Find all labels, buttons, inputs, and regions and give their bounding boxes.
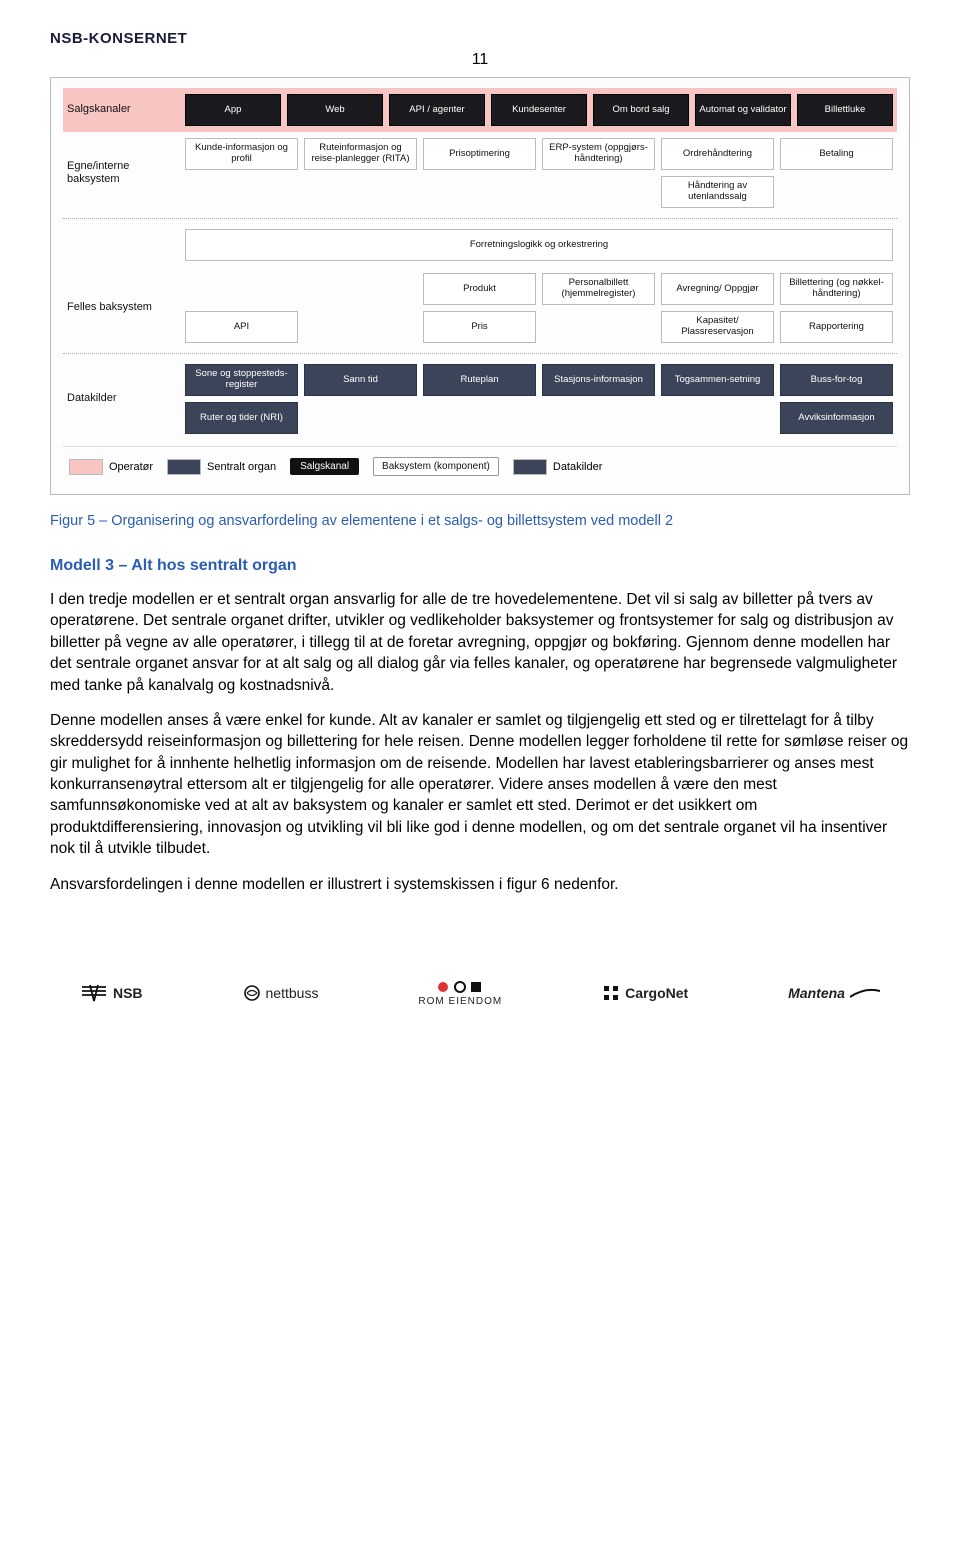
logo-rom-text: ROM EIENDOM: [418, 996, 502, 1007]
cell-ombord: Om bord salg: [593, 94, 689, 126]
diagram-legend: Operatør Sentralt organ Salgskanal Baksy…: [63, 446, 897, 480]
cell-kundesenter: Kundesenter: [491, 94, 587, 126]
rom-icon: [435, 979, 485, 995]
cell-web: Web: [287, 94, 383, 126]
cell-ruteinfo: Ruteinformasjon og reise-planlegger (RIT…: [304, 138, 417, 170]
logo-nsb-text: NSB: [113, 985, 143, 1001]
legend-salgskanal: Salgskanal: [290, 458, 359, 475]
footer-logos: NSB nettbuss ROM EIENDOM CargoNet Manten…: [0, 939, 960, 1027]
cell-automat: Automat og validator: [695, 94, 791, 126]
row-forretningslogikk: Forretningslogikk og orkestrering: [63, 223, 897, 267]
architecture-diagram: Salgskanaler App Web API / agenter Kunde…: [50, 77, 910, 495]
legend-sentralt: Sentralt organ: [167, 459, 276, 475]
cell-avregning: Avregning/ Oppgjør: [661, 273, 774, 305]
cell-kapasitet: Kapasitet/ Plassreservasjon: [661, 311, 774, 343]
row-datakilder: Datakilder Sone og stoppesteds-register …: [63, 358, 897, 440]
cell-produkt: Produkt: [423, 273, 536, 305]
cell-bussfortog: Buss-for-tog: [780, 364, 893, 396]
cell-kundeinfo: Kunde-informasjon og profil: [185, 138, 298, 170]
section-heading: Modell 3 – Alt hos sentralt organ: [50, 557, 910, 575]
cell-betaling: Betaling: [780, 138, 893, 170]
cell-forretningslogikk: Forretningslogikk og orkestrering: [185, 229, 893, 261]
cell-api-agenter: API / agenter: [389, 94, 485, 126]
brand-logo: NSB-KONSERNET: [50, 30, 910, 47]
nettbuss-icon: [243, 984, 261, 1002]
row-salgskanaler: Salgskanaler App Web API / agenter Kunde…: [63, 88, 897, 132]
legend-salgskanal-label: Salgskanal: [290, 458, 359, 475]
cell-billettluke: Billettluke: [797, 94, 893, 126]
legend-operator-label: Operatør: [109, 461, 153, 473]
cell-ordre: Ordrehåndtering: [661, 138, 774, 170]
logo-nettbuss: nettbuss: [243, 984, 319, 1002]
cell-togsammen: Togsammen-setning: [661, 364, 774, 396]
logo-cargonet-text: CargoNet: [625, 985, 688, 1001]
cell-erp: ERP-system (oppgjørs-håndtering): [542, 138, 655, 170]
cell-app: App: [185, 94, 281, 126]
cell-rapportering: Rapportering: [780, 311, 893, 343]
logo-mantena-text: Mantena: [788, 985, 845, 1001]
cargonet-icon: [602, 984, 620, 1002]
logo-nsb: NSB: [80, 981, 143, 1005]
row-label-salgskanaler: Salgskanaler: [67, 103, 177, 116]
logo-rom: ROM EIENDOM: [418, 979, 502, 1007]
paragraph-2: Denne modellen anses å være enkel for ku…: [50, 710, 910, 860]
cell-ruter-nri: Ruter og tider (NRI): [185, 402, 298, 434]
cell-pris: Pris: [423, 311, 536, 343]
cell-stasjonsinfo: Stasjons-informasjon: [542, 364, 655, 396]
logo-mantena: Mantena: [788, 985, 880, 1001]
cell-personalbillett: Personalbillett (hjemmelregister): [542, 273, 655, 305]
body-text: I den tredje modellen er et sentralt org…: [50, 589, 910, 895]
divider: [63, 353, 897, 354]
row-felles-baksystem: Felles baksystem Produkt Personalbillett…: [63, 267, 897, 349]
legend-datakilder: Datakilder: [513, 459, 603, 475]
cell-utenlandssalg: Håndtering av utenlandssalg: [661, 176, 774, 208]
cell-sanntid: Sann tid: [304, 364, 417, 396]
paragraph-1: I den tredje modellen er et sentralt org…: [50, 589, 910, 696]
logo-cargonet: CargoNet: [602, 984, 688, 1002]
legend-baksystem-label: Baksystem (komponent): [373, 457, 499, 476]
mantena-icon: [850, 987, 880, 999]
paragraph-3: Ansvarsfordelingen i denne modellen er i…: [50, 874, 910, 895]
legend-operator: Operatør: [69, 459, 153, 475]
cell-avviksinfo: Avviksinformasjon: [780, 402, 893, 434]
cell-prisopt: Prisoptimering: [423, 138, 536, 170]
cell-ruteplan: Ruteplan: [423, 364, 536, 396]
cell-sone: Sone og stoppesteds-register: [185, 364, 298, 396]
row-egne-baksystem: Egne/interne baksystem Kunde-informasjon…: [63, 132, 897, 214]
cell-api: API: [185, 311, 298, 343]
row-label-datakilder: Datakilder: [67, 392, 177, 405]
page-number: 11: [50, 51, 910, 69]
legend-sentralt-label: Sentralt organ: [207, 461, 276, 473]
legend-datakilder-label: Datakilder: [553, 461, 603, 473]
cell-billettering: Billettering (og nøkkel-håndtering): [780, 273, 893, 305]
row-label-felles: Felles baksystem: [67, 301, 177, 314]
logo-nettbuss-text: nettbuss: [266, 985, 319, 1001]
nsb-icon: [80, 981, 108, 1005]
divider: [63, 218, 897, 219]
figure-caption: Figur 5 – Organisering og ansvarfordelin…: [50, 513, 910, 529]
legend-baksystem: Baksystem (komponent): [373, 457, 499, 476]
row-label-egne: Egne/interne baksystem: [67, 160, 177, 186]
